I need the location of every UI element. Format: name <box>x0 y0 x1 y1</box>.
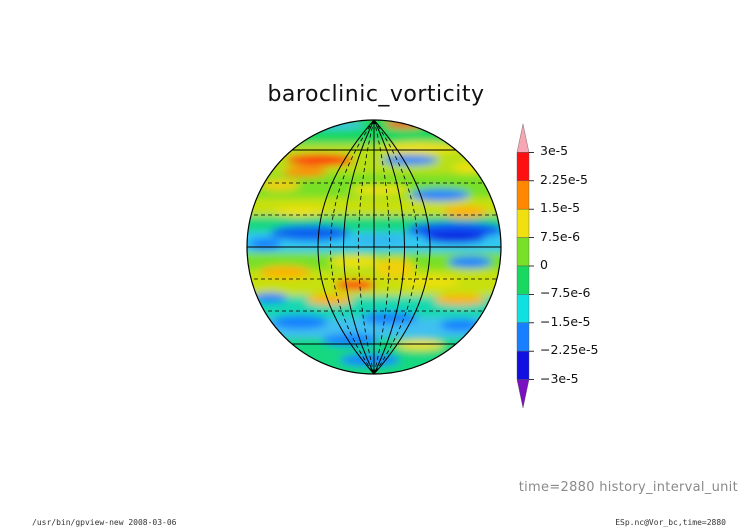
colorbar-segment <box>516 180 530 210</box>
colorbar-label: −3e-5 <box>540 370 579 386</box>
colorbar-segment <box>516 237 530 267</box>
colorbar-segment <box>516 123 530 153</box>
colorbar-segment <box>516 294 530 323</box>
globe <box>247 120 501 374</box>
colorbar-segment <box>516 152 530 182</box>
colorbar-label: 3e-5 <box>540 143 569 159</box>
colorbar-label: −1.5e-5 <box>540 313 591 329</box>
time-label: time=2880 history_interval_unit <box>518 480 738 495</box>
footer-path-date: /usr/bin/gpview-new 2008-03-06 <box>32 518 177 527</box>
colorbar-label: 2.25e-5 <box>540 171 588 187</box>
globe-outline <box>246 119 502 375</box>
colorbar-label: 7.5e-6 <box>540 228 581 244</box>
colorbar-label: −2.25e-5 <box>540 342 599 358</box>
colorbar <box>516 123 534 409</box>
colorbar-segment <box>516 379 530 409</box>
colorbar-segment <box>516 322 530 352</box>
plot-title: baroclinic_vorticity <box>267 82 485 107</box>
colorbar-label: 1.5e-5 <box>540 200 581 216</box>
colorbar-label: 0 <box>540 257 548 272</box>
colorbar-label: −7.5e-6 <box>540 285 591 301</box>
colorbar-segment <box>516 265 530 295</box>
vorticity-field <box>247 120 501 374</box>
footer-file-info: ESp.nc@Vor_bc,time=2880 <box>615 518 726 527</box>
colorbar-segment <box>516 208 530 238</box>
colorbar-segment <box>516 351 530 380</box>
